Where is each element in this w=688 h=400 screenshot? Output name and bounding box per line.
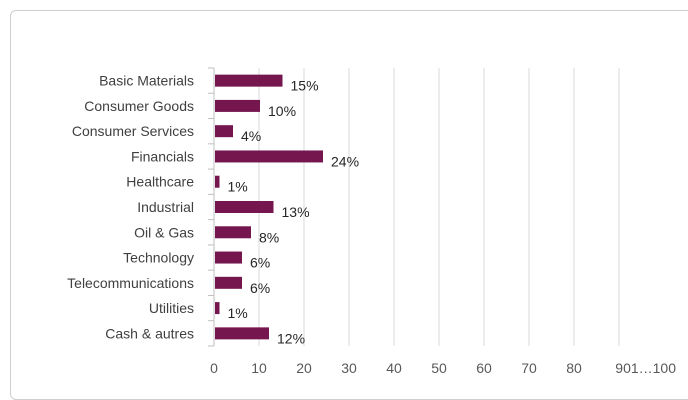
x-tick-label: 70 <box>521 360 537 376</box>
x-tick-label: 30 <box>341 360 357 376</box>
bar-3 <box>215 150 323 163</box>
bar-10 <box>215 327 269 340</box>
value-label: 24% <box>331 153 359 169</box>
category-label: Telecommunications <box>67 275 194 291</box>
bar-5 <box>215 201 274 213</box>
x-tick-label: 80 <box>566 360 582 376</box>
x-tick-label: 40 <box>386 360 402 376</box>
x-tick-label: 50 <box>431 360 447 376</box>
bar-8 <box>215 276 242 289</box>
category-label: Technology <box>123 250 194 266</box>
bar-0 <box>215 74 283 87</box>
category-label: Utilities <box>149 300 194 316</box>
bar-4 <box>215 175 220 188</box>
category-label: Consumer Services <box>72 123 194 139</box>
value-label: 8% <box>259 229 279 245</box>
value-label: 4% <box>241 128 261 144</box>
value-label: 1% <box>228 305 248 321</box>
value-label: 10% <box>268 103 296 119</box>
x-tick-label: 60 <box>476 360 492 376</box>
x-tick-label: 0 <box>210 360 218 376</box>
bar-6 <box>215 226 251 239</box>
bar-1 <box>215 99 260 112</box>
bar-7 <box>215 251 242 264</box>
category-label: Cash & autres <box>105 325 194 341</box>
bar-chart: Basic Materials 15% Consumer Goods 10% Consu… <box>67 67 676 376</box>
bar-2 <box>215 125 233 138</box>
value-label: 6% <box>250 255 270 271</box>
bar-9 <box>215 302 220 315</box>
value-label: 6% <box>250 280 270 296</box>
category-label: Healthcare <box>126 174 194 190</box>
category-label: Basic Materials <box>99 73 194 89</box>
x-tick-label: 10 <box>251 360 267 376</box>
category-label: Consumer Goods <box>84 98 194 114</box>
value-label: 12% <box>277 330 305 346</box>
category-label: Financials <box>131 148 194 164</box>
x-tick-label: 20 <box>296 360 312 376</box>
category-label: Industrial <box>137 199 194 215</box>
category-label: Oil & Gas <box>134 224 194 240</box>
x-tick-label-last: 901…100 <box>615 360 676 376</box>
value-label: 15% <box>291 78 319 94</box>
value-label: 1% <box>228 179 248 195</box>
value-label: 13% <box>282 204 310 220</box>
